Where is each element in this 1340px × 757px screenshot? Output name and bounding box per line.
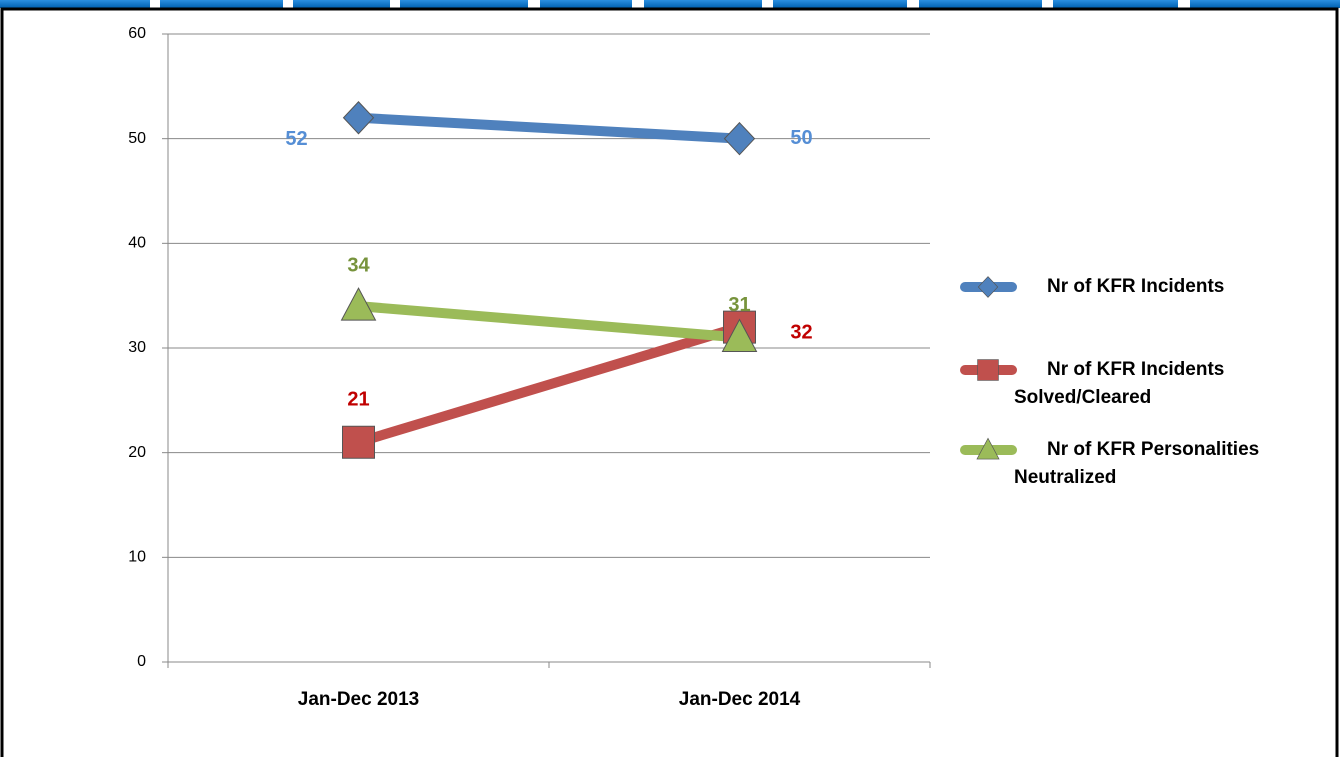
- x-tick-label: Jan-Dec 2014: [679, 689, 801, 710]
- legend-marker: [977, 359, 999, 381]
- frame: [0, 7, 1339, 757]
- data-point: [342, 101, 375, 135]
- y-tick-label: 10: [128, 549, 146, 566]
- y-tick-label: 60: [128, 25, 146, 42]
- data-label: 21: [347, 388, 369, 410]
- data-point: [721, 318, 758, 353]
- y-tick-label: 50: [128, 130, 146, 147]
- data-label: 52: [285, 128, 307, 150]
- legend-label: Nr of KFR Personalities Neutralized: [1014, 439, 1260, 488]
- data-point: [723, 121, 756, 156]
- x-tick-label: Jan-Dec 2013: [298, 689, 419, 710]
- data-label: 34: [347, 254, 370, 276]
- data-point: [342, 425, 375, 459]
- y-tick-label: 40: [128, 235, 146, 252]
- data-label: 32: [790, 321, 812, 343]
- legend-label: Nr of KFR Incidents: [1047, 276, 1225, 297]
- y-tick-label: 30: [128, 339, 146, 356]
- legend-marker: [976, 437, 1000, 460]
- y-tick-label: 20: [128, 444, 146, 461]
- data-label: 50: [790, 127, 812, 149]
- series-line: [353, 322, 745, 448]
- top-tabs: [0, 0, 1340, 8]
- y-tick-label: 0: [137, 653, 146, 670]
- legend-label: Nr of KFR Incidents Solved/Cleared: [1014, 359, 1225, 408]
- series-line: [353, 301, 745, 343]
- legend-marker: [977, 276, 999, 298]
- series-line: [353, 112, 745, 144]
- data-point: [340, 287, 377, 321]
- data-label: 31: [728, 294, 750, 316]
